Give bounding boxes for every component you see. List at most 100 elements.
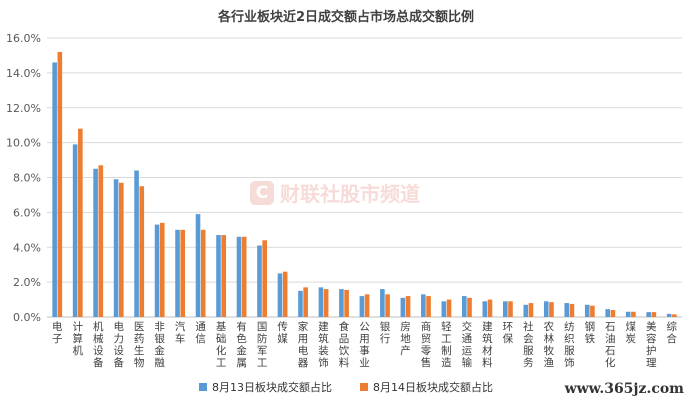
bar-aug14 [631, 311, 636, 317]
bar-aug14 [467, 297, 472, 317]
x-tick-label: 国防军工 [257, 321, 268, 369]
watermark-text: 财联社股市频道 [280, 182, 420, 206]
x-tick-label: 汽车 [175, 320, 186, 345]
bar-aug14 [364, 294, 370, 317]
watermark-logo-icon: C [250, 180, 274, 205]
bar-aug14 [487, 299, 493, 317]
bar-aug13 [462, 296, 467, 317]
bar-aug14 [180, 229, 186, 317]
x-tick-label: 有色金属 [236, 320, 247, 369]
bar-aug13 [441, 301, 447, 317]
x-tick-label: 电力设备 [113, 320, 124, 369]
bar-aug14 [262, 240, 267, 317]
legend-label-aug13: 8月13日板块成交额占比 [212, 381, 332, 394]
bar-aug13 [339, 289, 344, 317]
bar-aug13 [113, 179, 119, 317]
x-tick-label: 社会服务 [523, 320, 534, 369]
bar-aug13 [482, 301, 488, 317]
y-tick-label: 4.0% [13, 241, 41, 254]
bar-aug14 [118, 182, 124, 317]
bar-aug14 [139, 186, 145, 317]
legend-item-aug14: 8月14日板块成交额占比 [360, 379, 493, 395]
bar-aug14 [221, 235, 227, 317]
bar-aug14 [200, 229, 206, 317]
bar-aug13 [195, 214, 201, 317]
y-tick-label: 12.0% [6, 102, 41, 115]
x-tick-label: 机械设备 [93, 320, 104, 369]
bar-aug13 [175, 229, 180, 317]
bar-aug14 [323, 289, 329, 317]
legend-item-aug13: 8月13日板块成交额占比 [199, 379, 332, 395]
x-tick-label: 银行 [380, 320, 391, 345]
bar-aug13 [646, 312, 651, 317]
x-tick-label: 纺织服饰 [564, 320, 575, 369]
bar-aug13 [584, 304, 590, 317]
bar-aug13 [605, 309, 611, 317]
bar-aug13 [318, 287, 324, 317]
watermark: C 财联社股市频道 [250, 178, 420, 207]
bar-aug14 [446, 299, 452, 317]
x-tick-label: 通信 [195, 321, 206, 345]
bar-aug14 [610, 310, 616, 317]
bar-aug14 [405, 296, 411, 317]
bar-aug13 [52, 62, 57, 317]
x-tick-label: 基础化工 [216, 320, 227, 369]
legend-label-aug14: 8月14日板块成交额占比 [373, 381, 493, 394]
chart-title: 各行业板块近2日成交额占市场总成交额比例 [217, 10, 475, 25]
x-tick-label: 食品饮料 [339, 320, 350, 369]
bar-aug14 [282, 271, 288, 317]
x-tick-label: 综合 [667, 320, 678, 345]
site-watermark: www.365jz.com [564, 381, 684, 397]
x-tick-label: 公用事业 [359, 321, 370, 369]
bar-aug13 [277, 273, 283, 317]
bar-aug13 [523, 304, 529, 317]
bar-aug13 [154, 224, 160, 317]
x-tick-label: 环保 [503, 321, 514, 345]
bar-aug14 [159, 222, 165, 317]
bar-aug13 [625, 311, 631, 317]
x-tick-label: 建筑装饰 [318, 320, 329, 369]
x-tick-label: 石油石化 [605, 321, 616, 369]
bar-aug13 [564, 303, 570, 317]
x-tick-label: 交通运输 [462, 320, 473, 369]
bar-aug13 [502, 301, 508, 317]
x-tick-label: 计算机 [72, 320, 83, 357]
x-tick-label: 建筑材料 [482, 320, 493, 369]
bar-aug14 [549, 302, 554, 317]
legend-swatch-aug13 [199, 383, 207, 391]
bar-aug14 [426, 296, 431, 317]
bar-aug14 [590, 305, 595, 317]
bar-aug13 [236, 236, 242, 317]
bar-aug14 [241, 236, 247, 317]
bar-aug13 [93, 168, 98, 317]
bar-aug13 [543, 301, 549, 317]
bar-aug14 [344, 289, 349, 317]
y-tick-label: 14.0% [6, 67, 41, 80]
bar-aug13 [134, 170, 139, 317]
bar-aug13 [666, 313, 672, 317]
bar-aug14 [303, 287, 308, 317]
x-tick-label: 钢铁 [585, 320, 596, 345]
bar-aug14 [528, 303, 534, 317]
bar-aug13 [421, 294, 426, 317]
bar-aug13 [257, 245, 262, 317]
legend-swatch-aug14 [360, 383, 368, 391]
y-tick-label: 2.0% [13, 276, 41, 289]
bar-aug14 [57, 51, 63, 317]
x-tick-label: 商贸零售 [421, 320, 432, 369]
x-tick-label: 家用电器 [298, 320, 309, 369]
bar-aug13 [359, 296, 365, 317]
y-tick-label: 0.0% [13, 311, 41, 324]
y-tick-label: 8.0% [13, 172, 41, 185]
bar-aug14 [385, 294, 390, 317]
x-tick-label: 轻工制造 [441, 320, 452, 369]
x-tick-label: 煤炭 [626, 320, 637, 345]
x-tick-label: 电子 [52, 320, 63, 345]
y-tick-label: 6.0% [13, 206, 41, 219]
bar-aug13 [380, 289, 385, 317]
bar-aug13 [298, 290, 303, 317]
x-tick-label: 美容护理 [646, 320, 657, 369]
legend: 8月13日板块成交额占比 8月14日板块成交额占比 [0, 379, 692, 395]
bar-aug14 [651, 312, 657, 317]
